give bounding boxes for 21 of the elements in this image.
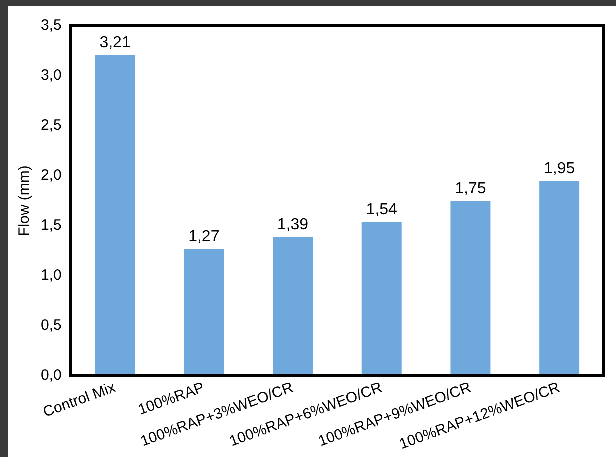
data-label: 1,27 bbox=[188, 228, 220, 246]
data-label: 1,39 bbox=[277, 216, 309, 234]
y-tick-label: 3,0 bbox=[40, 67, 62, 84]
data-label: 1,75 bbox=[455, 180, 486, 198]
y-axis-title: Flow (mm) bbox=[16, 166, 34, 236]
bar bbox=[184, 249, 224, 376]
data-label: 1,95 bbox=[544, 160, 576, 178]
y-tick-label: 1,0 bbox=[40, 267, 62, 284]
y-tick-label: 3,5 bbox=[40, 17, 62, 34]
bar bbox=[362, 222, 402, 376]
y-tick-label: 1,5 bbox=[40, 217, 62, 234]
data-label: 3,21 bbox=[100, 34, 131, 52]
bar bbox=[273, 237, 313, 376]
bar bbox=[95, 55, 136, 376]
data-label: 1,54 bbox=[366, 201, 398, 218]
y-tick-label: 0,5 bbox=[40, 317, 62, 334]
y-tick-label: 2,5 bbox=[40, 117, 62, 134]
bar bbox=[540, 181, 580, 376]
bar bbox=[450, 201, 491, 376]
y-tick-label: 0,0 bbox=[40, 367, 62, 384]
y-tick-label: 2,0 bbox=[40, 167, 62, 184]
